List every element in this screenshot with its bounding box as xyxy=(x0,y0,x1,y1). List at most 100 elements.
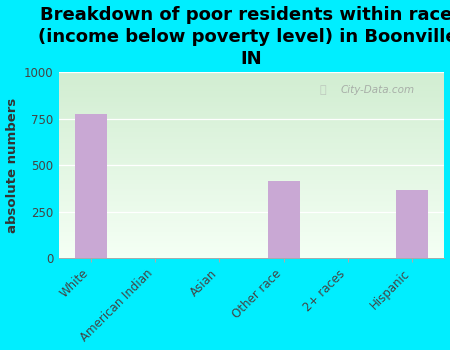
Bar xyxy=(58,204,445,206)
Bar xyxy=(58,115,445,117)
Bar xyxy=(58,97,445,98)
Bar xyxy=(58,145,445,147)
Bar xyxy=(58,160,445,161)
Bar xyxy=(58,171,445,173)
Bar xyxy=(58,113,445,115)
Bar xyxy=(58,239,445,241)
Bar xyxy=(58,195,445,197)
Bar xyxy=(58,117,445,119)
Bar xyxy=(58,214,445,215)
Bar xyxy=(58,72,445,74)
Bar xyxy=(58,243,445,245)
Bar xyxy=(58,94,445,97)
Bar xyxy=(58,128,445,130)
Bar xyxy=(58,241,445,243)
Bar xyxy=(58,217,445,219)
Bar xyxy=(58,206,445,208)
Bar xyxy=(58,256,445,258)
Bar xyxy=(58,135,445,137)
Bar xyxy=(58,134,445,135)
Bar xyxy=(58,191,445,193)
Text: City-Data.com: City-Data.com xyxy=(340,85,414,95)
Bar xyxy=(58,234,445,236)
Bar xyxy=(58,189,445,191)
Bar xyxy=(58,106,445,107)
Bar xyxy=(58,122,445,124)
Bar xyxy=(58,110,445,111)
Bar xyxy=(58,178,445,180)
Bar xyxy=(58,111,445,113)
Bar xyxy=(58,156,445,158)
Bar xyxy=(58,91,445,93)
Bar xyxy=(58,186,445,187)
Bar xyxy=(58,228,445,230)
Bar xyxy=(58,193,445,195)
Bar xyxy=(58,236,445,238)
Bar xyxy=(75,114,107,258)
Bar xyxy=(58,211,445,214)
Bar xyxy=(58,147,445,148)
Bar xyxy=(58,87,445,89)
Bar xyxy=(58,238,445,239)
Bar xyxy=(58,104,445,106)
Bar xyxy=(58,78,445,80)
Bar xyxy=(58,176,445,178)
Bar xyxy=(58,197,445,198)
Bar xyxy=(58,154,445,156)
Title: Breakdown of poor residents within races
(income below poverty level) in Boonvil: Breakdown of poor residents within races… xyxy=(38,6,450,68)
Bar xyxy=(58,215,445,217)
Bar xyxy=(58,208,445,210)
Bar xyxy=(58,98,445,100)
Bar xyxy=(58,143,445,145)
Bar xyxy=(58,169,445,171)
Text: ⦿: ⦿ xyxy=(319,85,326,95)
Bar xyxy=(58,139,445,141)
Bar xyxy=(58,83,445,85)
Bar xyxy=(58,100,445,102)
Bar xyxy=(58,137,445,139)
Bar xyxy=(58,158,445,160)
Bar xyxy=(58,130,445,132)
Bar xyxy=(58,132,445,134)
Bar xyxy=(58,174,445,176)
Bar xyxy=(58,210,445,211)
Bar xyxy=(58,251,445,252)
Bar xyxy=(58,76,445,78)
Bar xyxy=(58,254,445,256)
Bar xyxy=(58,252,445,254)
Bar xyxy=(58,184,445,186)
Bar xyxy=(58,223,445,225)
Bar xyxy=(58,167,445,169)
Bar xyxy=(58,247,445,249)
Bar xyxy=(58,202,445,204)
Bar xyxy=(58,161,445,163)
Bar xyxy=(58,225,445,226)
Bar xyxy=(268,181,300,258)
Bar xyxy=(58,182,445,184)
Bar xyxy=(58,173,445,174)
Bar xyxy=(58,245,445,247)
Bar xyxy=(58,124,445,126)
Bar xyxy=(58,93,445,94)
Bar xyxy=(58,150,445,152)
Bar xyxy=(58,74,445,76)
Bar xyxy=(58,141,445,143)
Bar xyxy=(58,232,445,234)
Bar xyxy=(58,80,445,82)
Bar xyxy=(58,249,445,251)
Bar xyxy=(58,85,445,87)
Bar xyxy=(58,126,445,128)
Bar xyxy=(58,102,445,104)
Bar xyxy=(58,163,445,165)
Bar xyxy=(396,190,428,258)
Bar xyxy=(58,119,445,120)
Bar xyxy=(58,226,445,228)
Bar xyxy=(58,165,445,167)
Bar xyxy=(58,219,445,221)
Bar xyxy=(58,120,445,122)
Bar xyxy=(58,201,445,202)
Bar xyxy=(58,221,445,223)
Bar xyxy=(58,82,445,83)
Y-axis label: absolute numbers: absolute numbers xyxy=(5,98,18,233)
Bar xyxy=(58,198,445,201)
